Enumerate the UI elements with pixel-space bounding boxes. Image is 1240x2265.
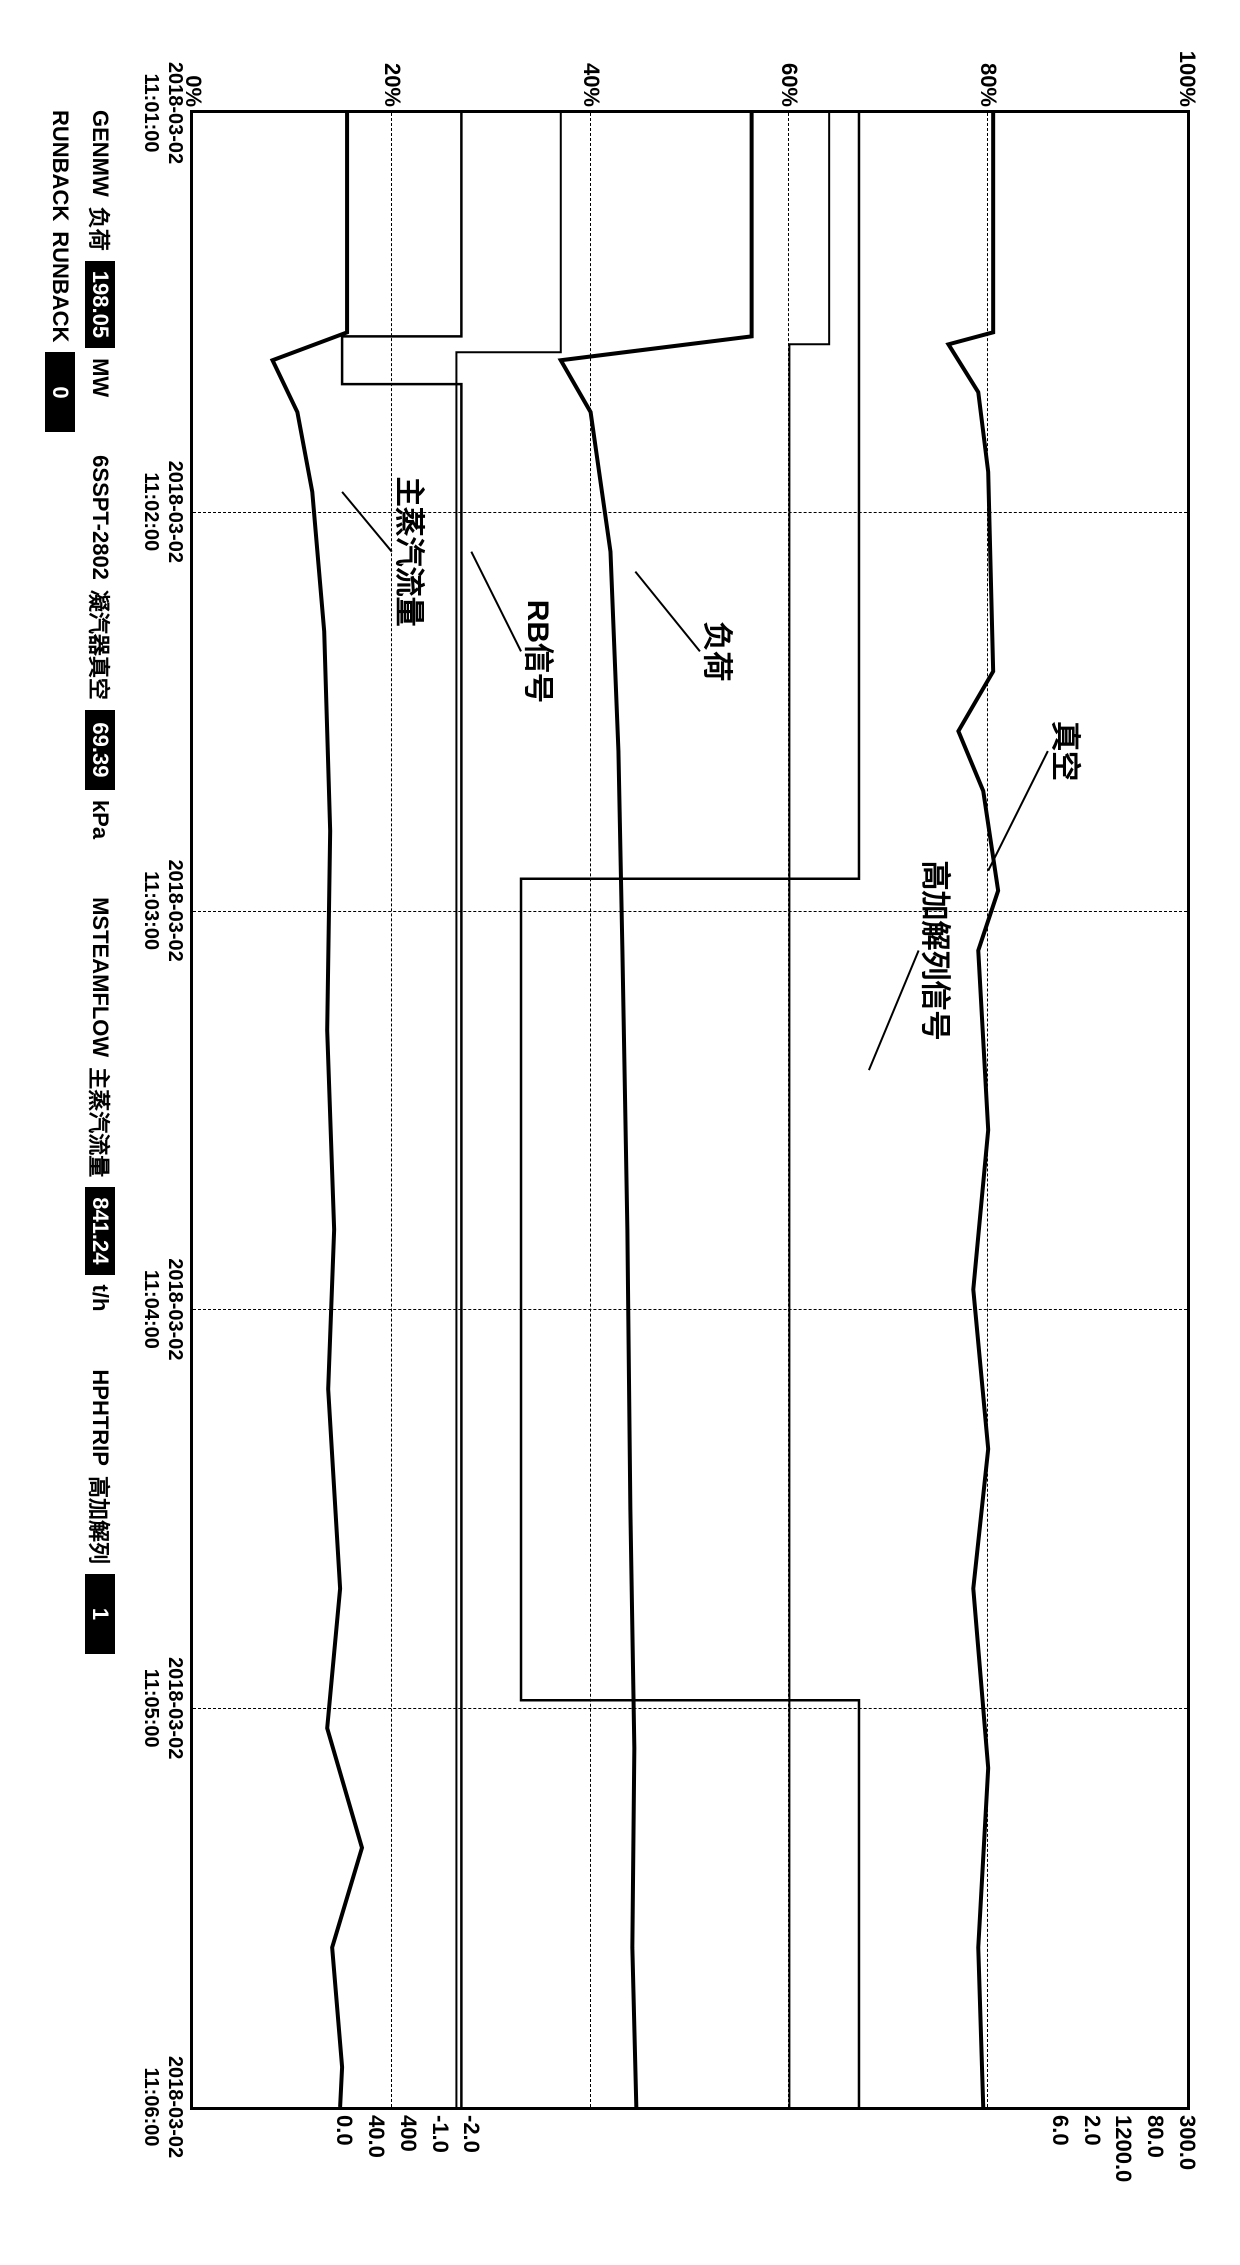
x-tick-label: 2018-03-0211:04:00 [139,1258,187,1360]
footer-unit: MW [87,358,113,397]
x-tick-label: 2018-03-0211:06:00 [139,2056,187,2158]
gridline-v [193,1708,1187,1709]
series-rb-signal [342,113,461,2107]
y-left-label: 20% [379,63,405,107]
series-hp-trip-signal [521,113,859,2107]
x-tick-label: 2018-03-0211:05:00 [139,1657,187,1759]
y-right-label: 2.0 [1079,2115,1105,2146]
gridline-h [590,113,591,2107]
y-right-label: 1200.0 [1110,2115,1136,2182]
gridline-v [193,1309,1187,1310]
gridline-h [391,113,392,2107]
series-layer [193,113,1187,2107]
series-aux-line-37 [456,113,560,2107]
footer-tag: 6SSPT-2802 [87,455,113,580]
footer-label: 高加解列 [84,1476,116,1564]
annotation-leader [342,492,392,552]
footer-label: 负荷 [84,207,116,251]
series-steam-flow [273,113,362,2107]
y-right-label: 300.0 [1174,2115,1200,2170]
annotation-label: 主蒸汽流量 [390,477,434,627]
plot-area: 0%20%40%60%80%100%2018-03-0211:01:002018… [190,110,1190,2110]
footer-value-box: 841.24 [85,1187,115,1274]
x-tick-label: 2018-03-0211:01:00 [139,62,187,164]
annotation-label: 真空 [1046,721,1090,781]
annotation-leader [869,950,919,1070]
footer-item: HPHTRIP 高加解列 1 [84,1369,116,1664]
chart-frame: 0%20%40%60%80%100%2018-03-0211:01:002018… [20,20,1220,2245]
y-left-label: 40% [578,63,604,107]
footer-value-box: 0 [45,352,75,432]
footer-label: 凝汽器真空 [84,590,116,700]
gridline-h [987,113,988,2107]
footer-item: MSTEAMFLOW 主蒸汽流量 841.24 t/h [84,897,116,1311]
y-right-label: 400 [395,2115,421,2152]
gridline-v [193,911,1187,912]
y-right-label: 80.0 [1142,2115,1168,2158]
footer-item: GENMW 负荷 198.05 MW [84,110,116,397]
footer-row-1: GENMW 负荷 198.05 MW 6SSPT-2802 凝汽器真空 69.39 kPa MS… [80,110,120,2245]
gridline-h [788,113,789,2107]
y-right-label: 40.0 [363,2115,389,2158]
series-vacuum [948,113,998,2107]
series-aux-line-64 [789,113,829,2107]
y-left-label: 100% [1174,51,1200,107]
footer-value-box: 69.39 [85,710,115,790]
gridline-v [193,512,1187,513]
footer-row-2: RUNBACK RUNBACK 0 [40,110,80,2245]
annotation-leader [635,572,700,652]
footer-tag: HPHTRIP [87,1369,113,1466]
y-right-label: 0.0 [331,2115,357,2146]
y-right-label: -2.0 [458,2115,484,2153]
y-left-label: 80% [975,63,1001,107]
annotation-label: RB信号 [519,600,563,703]
footer-tag: GENMW [87,110,113,197]
footer-label: 主蒸汽流量 [84,1067,116,1177]
footer-value-box: 198.05 [85,261,115,348]
footer-value-box: 1 [85,1574,115,1654]
footer-unit: t/h [87,1285,113,1312]
footer-unit: kPa [87,800,113,839]
annotation-leader [988,751,1048,871]
x-tick-label: 2018-03-0211:03:00 [139,859,187,961]
footer-item: RUNBACK RUNBACK 0 [45,110,75,442]
annotation-label: 高加解列信号 [917,860,961,1040]
y-right-label: -1.0 [427,2115,453,2153]
x-tick-label: 2018-03-0211:02:00 [139,461,187,563]
footer-item: 6SSPT-2802 凝汽器真空 69.39 kPa [84,455,116,839]
footer-label: RUNBACK [47,231,73,342]
annotation-label: 负荷 [698,621,742,681]
y-right-label: 6.0 [1047,2115,1073,2146]
annotation-leader [471,552,521,652]
footer-tag: RUNBACK [47,110,73,221]
footer-tag: MSTEAMFLOW [87,897,113,1057]
y-left-label: 60% [776,63,802,107]
landscape-container: 0%20%40%60%80%100%2018-03-0211:01:002018… [20,20,1220,2245]
